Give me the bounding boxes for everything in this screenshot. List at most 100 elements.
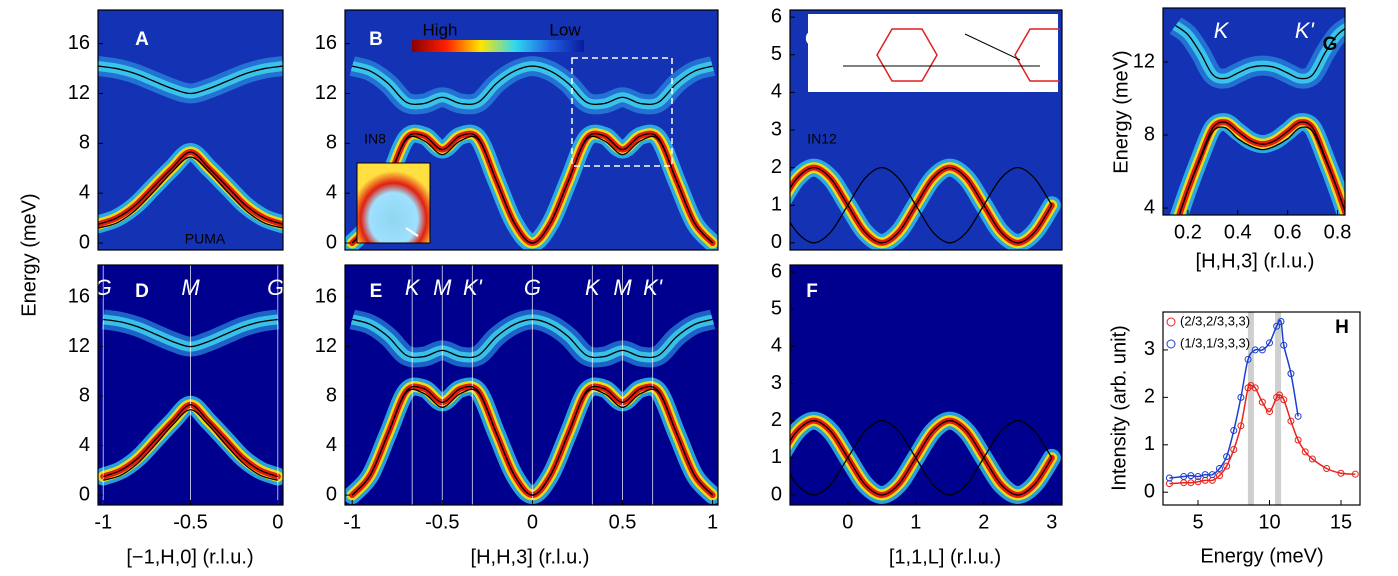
frame — [789, 264, 1063, 506]
data-point — [1294, 436, 1302, 444]
y-tick-label: 3 — [771, 372, 782, 394]
data-point — [1351, 470, 1359, 478]
data-point — [1258, 346, 1266, 354]
data-point — [1294, 412, 1302, 420]
marker-label: M — [433, 275, 452, 300]
x-axis-label: [H,H,3] (r.l.u.) — [1196, 250, 1315, 272]
plot-area — [345, 265, 718, 505]
data-point — [1323, 464, 1331, 472]
hexagon — [1014, 28, 1060, 82]
data-point — [1280, 396, 1288, 404]
dispersion-curve — [790, 166, 1053, 244]
y-tick-label: 4 — [326, 434, 337, 456]
x-tick-label: 3 — [1046, 511, 1057, 533]
x-tick-label: 0.5 — [609, 511, 637, 533]
x-axis-label: [H,H,3] (r.l.u.) — [471, 546, 590, 568]
y-tick-label: 2 — [771, 409, 782, 431]
dispersion-curve — [352, 318, 713, 359]
y-tick-label: 8 — [79, 132, 90, 154]
data-point — [1277, 317, 1285, 325]
annotation: High — [423, 20, 458, 39]
y-tick-label: 4 — [326, 181, 337, 203]
data-point — [1215, 464, 1223, 472]
y-tick-label: 2 — [771, 156, 782, 178]
data-point — [1230, 427, 1238, 435]
data-point — [1201, 471, 1209, 479]
marker-label: K' — [1295, 18, 1315, 43]
y-tick-label: 4 — [1144, 196, 1155, 218]
dispersion-curve — [98, 156, 283, 229]
panel-label: H — [1335, 317, 1349, 338]
plot-area — [1165, 312, 1359, 505]
y-tick-label: 12 — [1133, 50, 1155, 72]
y-tick-label: 3 — [1144, 338, 1155, 360]
y-tick-label: 0 — [1144, 480, 1155, 502]
x-tick-label: 1 — [707, 511, 718, 533]
x-tick-label: 0.4 — [1224, 221, 1252, 243]
dispersion-curve — [790, 420, 1053, 496]
y-tick-label: 8 — [326, 132, 337, 154]
highlight-band — [1275, 312, 1282, 505]
y-tick-label: 0 — [79, 483, 90, 505]
zoom-box — [571, 57, 673, 167]
dispersion-curve — [1175, 24, 1345, 80]
legend-label: (1/3,1/3,3,3) — [1180, 335, 1250, 350]
annotation: Low — [549, 20, 581, 39]
data-point — [1237, 422, 1245, 430]
data-point — [1215, 472, 1223, 480]
frame — [344, 264, 719, 506]
data-point — [1280, 341, 1288, 349]
panel-label: D — [135, 281, 149, 302]
x-axis-label: [1,1,L] (r.l.u.) — [889, 546, 1001, 568]
y-tick-label: 12 — [68, 82, 90, 104]
x-tick-label: -1 — [94, 511, 112, 533]
plot-area — [98, 265, 283, 505]
marker-label: G' — [267, 275, 289, 300]
y-tick-label: 1 — [771, 446, 782, 468]
y-tick-label: 16 — [68, 285, 90, 307]
hexagon — [876, 28, 938, 82]
y-tick-label: 1 — [1144, 433, 1155, 455]
data-point — [1287, 370, 1295, 378]
x-tick-label: 15 — [1330, 511, 1352, 533]
x-tick-label: -1 — [343, 511, 361, 533]
plot-background — [790, 265, 1062, 505]
frame — [97, 9, 284, 251]
data-point — [1301, 448, 1309, 456]
data-point — [1308, 455, 1316, 463]
x-tick-label: 0.6 — [1274, 221, 1302, 243]
data-point — [1266, 408, 1274, 416]
y-axis-label: Intensity (arb. unit) — [1108, 325, 1130, 491]
x-tick-label: 5 — [1192, 511, 1203, 533]
x-tick-label: -0.5 — [425, 511, 459, 533]
x-axis-label: Energy (meV) — [1200, 545, 1323, 567]
y-tick-label: 3 — [771, 118, 782, 140]
data-point — [1258, 398, 1266, 406]
x-tick-label: 1 — [910, 511, 921, 533]
data-point — [1244, 355, 1252, 363]
dispersion-curve — [98, 151, 283, 225]
inset-arrow — [405, 227, 419, 237]
y-tick-label: 8 — [326, 384, 337, 406]
y-tick-label: 4 — [79, 434, 90, 456]
y-tick-label: 0 — [79, 231, 90, 253]
annotation: PUMA — [185, 231, 226, 247]
dispersion-curve — [352, 65, 713, 106]
y-tick-label: 4 — [79, 181, 90, 203]
legend-marker — [1166, 317, 1176, 327]
y-tick-label: 8 — [79, 384, 90, 406]
data-point — [1276, 391, 1284, 399]
marker-label: K — [1214, 18, 1230, 43]
x-tick-label: 0 — [527, 511, 538, 533]
frame — [1162, 311, 1361, 506]
y-tick-label: 2 — [1144, 386, 1155, 408]
annotation: IN8 — [364, 131, 386, 147]
panel-label: F — [806, 281, 818, 302]
panel-label: B — [369, 29, 383, 50]
legend-marker — [1166, 339, 1176, 349]
plot-area — [1163, 8, 1345, 215]
data-point — [1208, 471, 1216, 479]
data-point — [1230, 446, 1238, 454]
dispersion-curve — [1178, 121, 1345, 215]
y-tick-label: 0 — [771, 483, 782, 505]
